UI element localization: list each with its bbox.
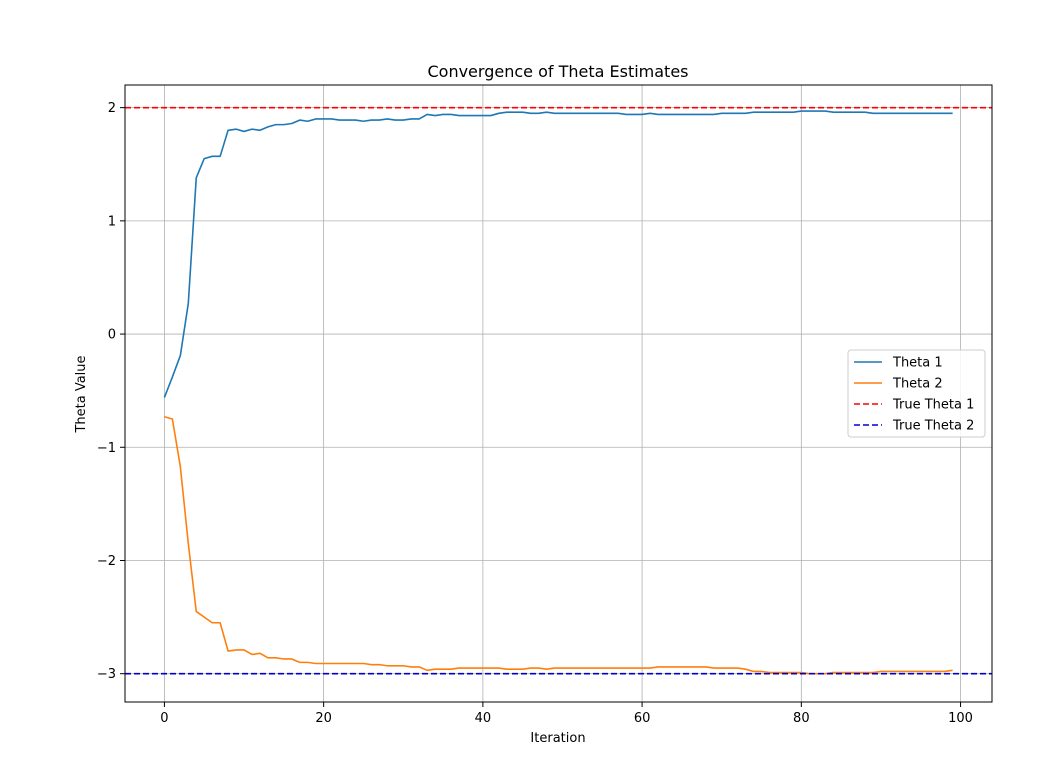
grid-lines — [125, 85, 992, 702]
y-tick-label: 1 — [108, 214, 116, 229]
legend-label: True Theta 2 — [892, 419, 974, 434]
y-tick-label: 0 — [108, 328, 116, 343]
y-tick-label: 2 — [108, 101, 116, 116]
plot-area — [125, 106, 992, 675]
x-tick-label: 20 — [315, 711, 332, 726]
x-tick-label: 100 — [948, 711, 973, 726]
legend-label: Theta 1 — [892, 356, 943, 371]
y-axis-label: Theta Value — [74, 355, 89, 433]
legend-label: Theta 2 — [892, 377, 943, 392]
y-tick-label: −2 — [97, 554, 116, 569]
x-tick-label: 0 — [160, 711, 168, 726]
chart-title: Convergence of Theta Estimates — [427, 62, 688, 81]
series-line-1 — [163, 110, 953, 398]
y-tick-label: −1 — [97, 441, 116, 456]
legend-box — [847, 349, 986, 438]
x-tick-label: 40 — [475, 711, 492, 726]
x-axis-label: Iteration — [530, 731, 585, 746]
legend-label: True Theta 1 — [892, 398, 974, 413]
axis-ticks: 0 20 40 60 80 100 −3 −2 −1 0 1 2 — [97, 101, 973, 726]
y-tick-label: −3 — [97, 667, 116, 682]
legend: Theta 1 Theta 2 True Theta 1 True Theta 2 — [847, 349, 986, 438]
x-tick-label: 80 — [793, 711, 810, 726]
x-tick-label: 60 — [634, 711, 651, 726]
axes-frame — [124, 84, 993, 703]
